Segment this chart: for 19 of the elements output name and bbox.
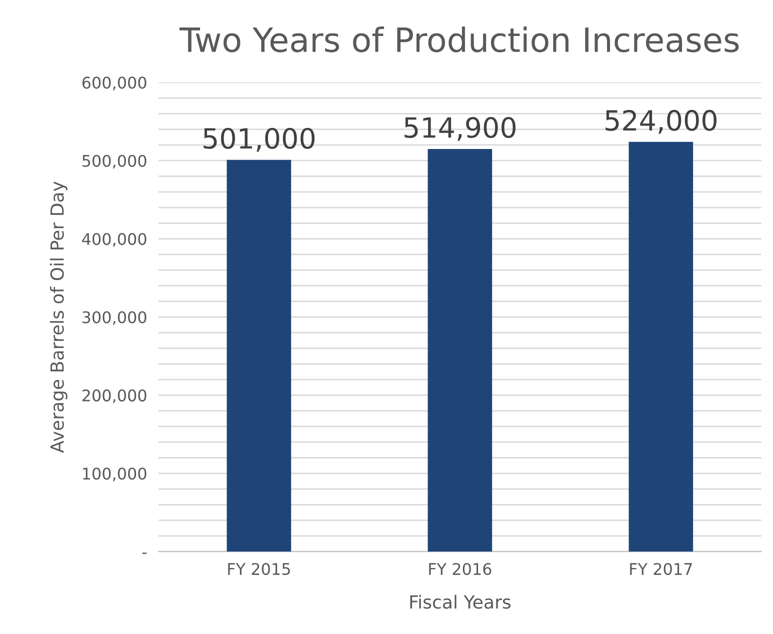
bar	[226, 160, 292, 552]
data-label: 514,900	[404, 117, 516, 141]
x-axis-title: Fiscal Years	[410, 594, 510, 609]
y-tick-label: 100,000	[83, 468, 146, 482]
x-tick-label: FY 2016	[429, 562, 492, 576]
x-tick-label: FY 2017	[630, 562, 692, 576]
y-tick-label: 500,000	[82, 154, 146, 169]
y-tick-label: 200,000	[82, 389, 146, 404]
chart-title: Two Years of Production Increases	[179, 26, 739, 52]
x-tick-label: FY 2015	[228, 562, 290, 576]
y-axis-title: Average Barrels of Oil Per Day	[50, 182, 68, 453]
y-tick-label: 300,000	[82, 311, 146, 325]
y-tick-label: 400,000	[82, 233, 146, 247]
data-label: 501,000	[204, 128, 315, 152]
y-tick-label: -	[142, 552, 147, 554]
data-label: 524,000	[606, 110, 717, 134]
y-tick-label: 600,000	[82, 76, 146, 90]
bar	[428, 148, 492, 552]
bar	[628, 142, 694, 552]
